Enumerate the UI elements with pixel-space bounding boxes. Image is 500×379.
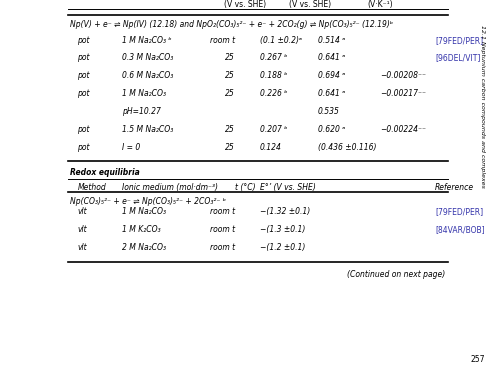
Text: 0.535: 0.535 bbox=[318, 107, 340, 116]
Text: 25: 25 bbox=[225, 53, 235, 63]
Text: room t: room t bbox=[210, 225, 235, 234]
Text: 0.226 ᵇ: 0.226 ᵇ bbox=[260, 89, 287, 98]
Text: 0.641 ᵃ: 0.641 ᵃ bbox=[318, 89, 345, 98]
Text: room t: room t bbox=[210, 207, 235, 216]
Text: t (°C): t (°C) bbox=[235, 183, 256, 193]
Text: (0.1 ±0.2)ᵃ: (0.1 ±0.2)ᵃ bbox=[260, 36, 302, 45]
Text: −0.00208⁻⁻: −0.00208⁻⁻ bbox=[380, 71, 426, 80]
Text: −0.00224⁻⁻: −0.00224⁻⁻ bbox=[380, 125, 426, 134]
Text: pot: pot bbox=[78, 71, 90, 80]
Text: −(1.3 ±0.1): −(1.3 ±0.1) bbox=[260, 225, 306, 234]
Text: 1 M Na₂CO₃: 1 M Na₂CO₃ bbox=[122, 207, 166, 216]
Text: Np(V) + e⁻ ⇌ Np(IV) (12.18) and NpO₂(CO₃)₅²⁻ + e⁻ + 2CO₂(g) ⇌ Np(CO₃)₅²⁻ (12.19): Np(V) + e⁻ ⇌ Np(IV) (12.18) and NpO₂(CO₃… bbox=[70, 20, 393, 29]
Text: pH=10.27: pH=10.27 bbox=[122, 107, 162, 116]
Text: vlt: vlt bbox=[78, 243, 87, 252]
Text: 25: 25 bbox=[225, 89, 235, 98]
Text: 0.641 ᵃ: 0.641 ᵃ bbox=[318, 53, 345, 63]
Text: (V·K⁻¹): (V·K⁻¹) bbox=[367, 0, 393, 9]
Text: pot: pot bbox=[78, 125, 90, 134]
Text: [79FED/PER]: [79FED/PER] bbox=[435, 36, 483, 45]
Text: Redox equilibria: Redox equilibria bbox=[70, 168, 140, 177]
Text: 2 M Na₂CO₃: 2 M Na₂CO₃ bbox=[122, 243, 166, 252]
Text: 0.620 ᵃ: 0.620 ᵃ bbox=[318, 125, 345, 134]
Text: 0.6 M Na₂CO₃: 0.6 M Na₂CO₃ bbox=[122, 71, 174, 80]
Text: 0.188 ᵇ: 0.188 ᵇ bbox=[260, 71, 287, 80]
Text: Np(CO₃)₅²⁻ + e⁻ ⇌ Np(CO₃)₅²⁻ + 2CO₃²⁻ ᵇ: Np(CO₃)₅²⁻ + e⁻ ⇌ Np(CO₃)₅²⁻ + 2CO₃²⁻ ᵇ bbox=[70, 197, 226, 206]
Text: pot: pot bbox=[78, 143, 90, 152]
Text: 1 M Na₂CO₃: 1 M Na₂CO₃ bbox=[122, 89, 166, 98]
Text: pot: pot bbox=[78, 89, 90, 98]
Text: (Continued on next page): (Continued on next page) bbox=[347, 270, 445, 279]
Text: vlt: vlt bbox=[78, 207, 87, 216]
Text: 0.267 ᵇ: 0.267 ᵇ bbox=[260, 53, 287, 63]
Text: (0.436 ±0.116): (0.436 ±0.116) bbox=[318, 143, 376, 152]
Text: [84VAR/BOB]: [84VAR/BOB] bbox=[435, 225, 484, 234]
Text: −(1.32 ±0.1): −(1.32 ±0.1) bbox=[260, 207, 310, 216]
Text: −0.00217⁻⁻: −0.00217⁻⁻ bbox=[380, 89, 426, 98]
Text: 0.514 ᵃ: 0.514 ᵃ bbox=[318, 36, 345, 45]
Text: E°’ (V vs. SHE): E°’ (V vs. SHE) bbox=[260, 183, 316, 193]
Text: Ionic medium (mol·dm⁻³): Ionic medium (mol·dm⁻³) bbox=[122, 183, 218, 193]
Text: 257: 257 bbox=[470, 355, 485, 364]
Text: 12.1 Neptunium carbon compounds and complexes: 12.1 Neptunium carbon compounds and comp… bbox=[480, 25, 485, 188]
Text: 1 M K₂CO₃: 1 M K₂CO₃ bbox=[122, 225, 161, 234]
Text: I = 0: I = 0 bbox=[122, 143, 141, 152]
Text: 1 M Na₂CO₃ ᵇ: 1 M Na₂CO₃ ᵇ bbox=[122, 36, 172, 45]
Text: 0.694 ᵃ: 0.694 ᵃ bbox=[318, 71, 345, 80]
Text: [79FED/PER]: [79FED/PER] bbox=[435, 207, 483, 216]
Text: 25: 25 bbox=[225, 143, 235, 152]
Text: vlt: vlt bbox=[78, 225, 87, 234]
Text: (V vs. SHE): (V vs. SHE) bbox=[289, 0, 331, 9]
Text: pot: pot bbox=[78, 53, 90, 63]
Text: Method: Method bbox=[78, 183, 106, 193]
Text: 25: 25 bbox=[225, 71, 235, 80]
Text: −(1.2 ±0.1): −(1.2 ±0.1) bbox=[260, 243, 306, 252]
Text: 0.3 M Na₂CO₃: 0.3 M Na₂CO₃ bbox=[122, 53, 174, 63]
Text: pot: pot bbox=[78, 36, 90, 45]
Text: 0.207 ᵇ: 0.207 ᵇ bbox=[260, 125, 287, 134]
Text: (V vs. SHE): (V vs. SHE) bbox=[224, 0, 266, 9]
Text: room t: room t bbox=[210, 36, 235, 45]
Text: Reference: Reference bbox=[435, 183, 474, 193]
Text: room t: room t bbox=[210, 243, 235, 252]
Text: 1.5 M Na₂CO₃: 1.5 M Na₂CO₃ bbox=[122, 125, 174, 134]
Text: 0.124: 0.124 bbox=[260, 143, 282, 152]
Text: 25: 25 bbox=[225, 125, 235, 134]
Text: [96DEL/VIT]: [96DEL/VIT] bbox=[435, 53, 480, 63]
